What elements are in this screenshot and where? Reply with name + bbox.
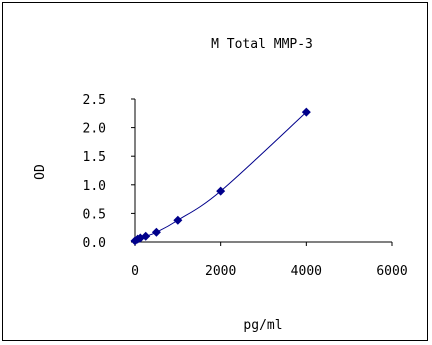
x-ticks: 0 2000 4000 6000	[131, 242, 408, 279]
chart-frame	[2, 2, 428, 341]
y-tick-label: 1.0	[83, 179, 106, 194]
axes	[134, 99, 392, 243]
y-tick-label: 2.5	[83, 93, 106, 108]
chart-title: M Total MMP-3	[211, 37, 313, 52]
y-tick-label: 1.5	[83, 150, 106, 165]
x-tick-label: 6000	[376, 264, 407, 279]
data-point	[216, 186, 226, 196]
y-tick-label: 0.0	[83, 236, 106, 251]
y-tick-label: 0.5	[83, 207, 106, 222]
y-tick-label: 2.0	[83, 122, 106, 137]
data-point	[141, 231, 151, 241]
x-tick-label: 0	[131, 264, 139, 279]
y-axis-label: OD	[33, 164, 48, 180]
x-axis-label: pg/ml	[243, 318, 282, 333]
x-tick-label: 4000	[291, 264, 322, 279]
data-point	[301, 107, 311, 117]
x-tick-label: 2000	[205, 264, 236, 279]
data-point	[173, 215, 183, 225]
data-markers	[130, 107, 311, 246]
data-point	[151, 227, 161, 237]
fit-curve-line	[134, 111, 307, 242]
y-ticks: 0.0 0.5 1.0 1.5 2.0 2.5	[83, 93, 135, 251]
